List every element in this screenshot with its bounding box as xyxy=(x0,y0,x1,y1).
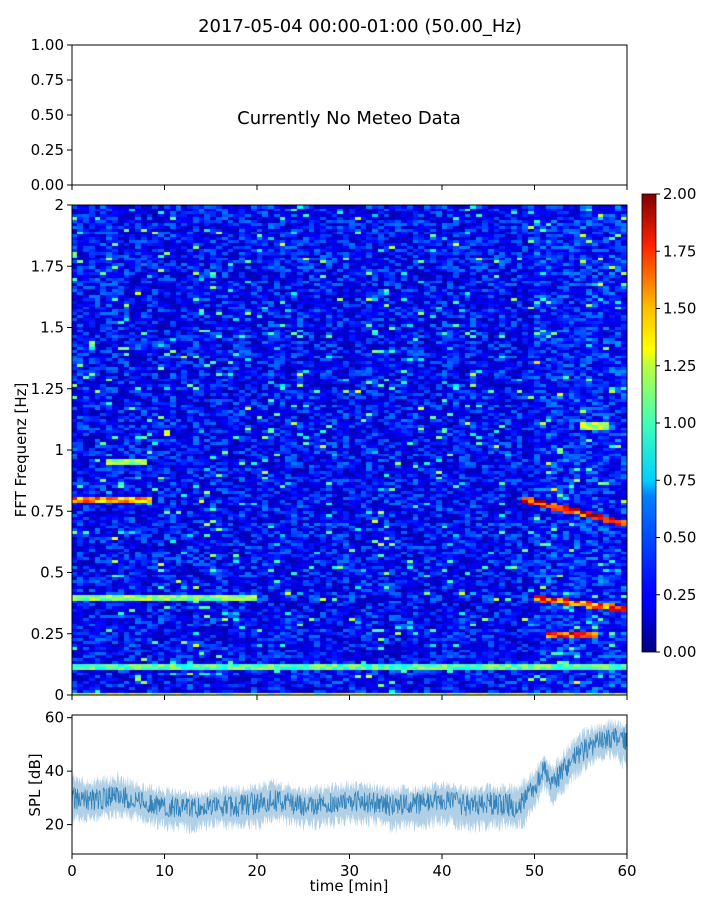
spl-axes-frame xyxy=(71,714,628,855)
meteo-axes-frame xyxy=(71,44,628,186)
meteo-y-tick-label: 0.00 xyxy=(31,176,64,194)
spl-x-tick-label: 40 xyxy=(432,862,451,880)
meteo-y-ticks: 0.00 0.25 0.50 0.75 1.00 xyxy=(31,36,72,194)
spl-x-tick-label: 30 xyxy=(340,862,359,880)
colorbar: 0.00 0.25 0.50 0.75 1.00 1.25 1.50 1.75 2.00 xyxy=(641,185,696,661)
figure-title: 2017-05-04 00:00-01:00 (50.00_Hz) xyxy=(198,16,522,37)
spl-y-tick-label: 60 xyxy=(45,709,64,727)
spectrogram-y-tick-label: 1.25 xyxy=(31,380,64,398)
colorbar-tick-label: 0.75 xyxy=(663,471,696,489)
colorbar-tick-label: 1.00 xyxy=(663,414,696,432)
spectrogram-y-tick-label: 1.5 xyxy=(40,319,64,337)
spectrogram-y-tick-label: 1.75 xyxy=(31,257,64,275)
spl-y-ticks: 20 40 60 xyxy=(45,709,72,834)
meteo-x-ticks xyxy=(71,185,628,190)
spectrogram-heatmap xyxy=(72,205,627,695)
spectrogram-panel: 0 0.25 0.5 0.75 1 1.25 1.5 1.75 2 FFT Frequenz [… xyxy=(12,196,628,704)
spectrogram-y-tick-label: 2 xyxy=(54,196,64,214)
meteo-y-tick-label: 0.50 xyxy=(31,106,64,124)
colorbar-tick-label: 1.75 xyxy=(663,242,696,260)
spectrogram-y-tick-label: 0.5 xyxy=(40,564,64,582)
spl-envelope-band xyxy=(72,717,627,835)
spectrogram-y-tick-label: 0.25 xyxy=(31,625,64,643)
colorbar-tick-label: 1.25 xyxy=(663,357,696,375)
spl-x-tick-label: 60 xyxy=(617,862,636,880)
spl-x-tick-label: 50 xyxy=(525,862,544,880)
spectrogram-y-tick-label: 0.75 xyxy=(31,502,64,520)
spectrogram-heatmap-container xyxy=(72,205,627,695)
spl-x-tick-label: 0 xyxy=(67,862,77,880)
colorbar-gradient xyxy=(641,193,657,653)
spl-y-tick-label: 20 xyxy=(45,816,64,834)
spl-x-ticks: 0 10 20 30 40 50 60 xyxy=(67,854,637,880)
spl-panel: 20 40 60 0 10 20 30 40 50 60 SPL [dB] time [min] xyxy=(26,709,637,895)
spl-series xyxy=(71,717,628,835)
spectrogram-y-axis-label: FFT Frequenz [Hz] xyxy=(12,383,30,518)
colorbar-tick-label: 1.50 xyxy=(663,300,696,318)
meteo-y-tick-label: 0.75 xyxy=(31,71,64,89)
meteo-y-tick-label: 1.00 xyxy=(31,36,64,54)
spl-x-axis-label: time [min] xyxy=(310,877,389,895)
spl-y-axis-label: SPL [dB] xyxy=(26,753,44,816)
spl-line xyxy=(71,727,628,819)
spl-x-tick-label: 20 xyxy=(247,862,266,880)
meteo-no-data-annotation: Currently No Meteo Data xyxy=(237,108,461,129)
colorbar-tick-label: 0.00 xyxy=(663,643,696,661)
spl-y-tick-label: 40 xyxy=(45,762,64,780)
spectrogram-x-ticks xyxy=(71,695,628,700)
meteo-y-tick-label: 0.25 xyxy=(31,141,64,159)
spectrogram-y-tick-label: 1 xyxy=(54,441,64,459)
spectrogram-y-ticks: 0 0.25 0.5 0.75 1 1.25 1.5 1.75 2 xyxy=(31,196,72,704)
meteo-panel: 0.00 0.25 0.50 0.75 1.00 Currently No Meteo … xyxy=(31,36,628,194)
spectrogram-y-tick-label: 0 xyxy=(54,686,64,704)
colorbar-tick-label: 0.25 xyxy=(663,586,696,604)
colorbar-tick-label: 2.00 xyxy=(663,185,696,203)
colorbar-tick-label: 0.50 xyxy=(663,529,696,547)
colorbar-ticks: 0.00 0.25 0.50 0.75 1.00 1.25 1.50 1.75 2.00 xyxy=(656,185,696,661)
spl-x-tick-label: 10 xyxy=(155,862,174,880)
